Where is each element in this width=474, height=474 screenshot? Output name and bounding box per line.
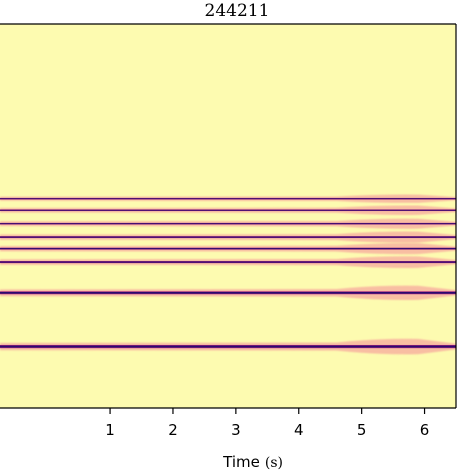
band-core bbox=[0, 209, 456, 211]
band-core bbox=[0, 236, 456, 238]
band-core bbox=[0, 198, 456, 200]
band-core bbox=[0, 261, 456, 263]
x-tick-label: 4 bbox=[294, 421, 304, 439]
band-harmonic-8 bbox=[0, 194, 456, 203]
band-core bbox=[0, 345, 456, 348]
x-tick-label: 1 bbox=[105, 421, 115, 439]
band-core bbox=[0, 291, 456, 294]
x-tick-label: 5 bbox=[357, 421, 367, 439]
x-tick-label: 2 bbox=[168, 421, 178, 439]
band-harmonic-5 bbox=[0, 231, 456, 243]
x-axis-label: Time bbox=[222, 453, 260, 471]
x-tick-label: 6 bbox=[420, 421, 430, 439]
band-core bbox=[0, 248, 456, 250]
band-harmonic-6 bbox=[0, 218, 456, 229]
chart-title: 244211 bbox=[204, 1, 270, 21]
band-harmonic-1 bbox=[0, 338, 456, 355]
band-harmonic-4 bbox=[0, 243, 456, 255]
band-harmonic-2 bbox=[0, 285, 456, 301]
band-harmonic-7 bbox=[0, 205, 456, 216]
spectrogram-bands bbox=[0, 194, 456, 355]
x-axis-unit: (s) bbox=[265, 455, 283, 471]
x-tick-label: 3 bbox=[231, 421, 241, 439]
x-axis-ticks: 1 2 3 4 5 6 bbox=[105, 408, 429, 439]
axes bbox=[0, 23, 457, 409]
band-harmonic-3 bbox=[0, 256, 456, 268]
band-core bbox=[0, 223, 456, 225]
